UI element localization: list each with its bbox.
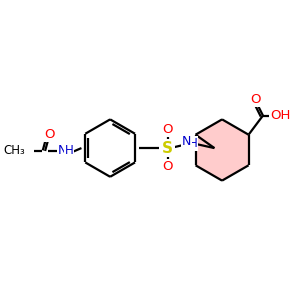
Polygon shape — [196, 119, 249, 181]
Text: O: O — [162, 160, 173, 173]
Text: O: O — [162, 123, 173, 136]
Text: CH₃: CH₃ — [3, 145, 25, 158]
Text: OH: OH — [270, 109, 290, 122]
Text: H: H — [64, 145, 74, 158]
Text: H: H — [189, 137, 198, 150]
Text: O: O — [45, 128, 55, 141]
Text: N: N — [58, 145, 67, 158]
Text: S: S — [162, 141, 173, 156]
Text: N: N — [182, 135, 191, 148]
Text: O: O — [250, 93, 260, 106]
